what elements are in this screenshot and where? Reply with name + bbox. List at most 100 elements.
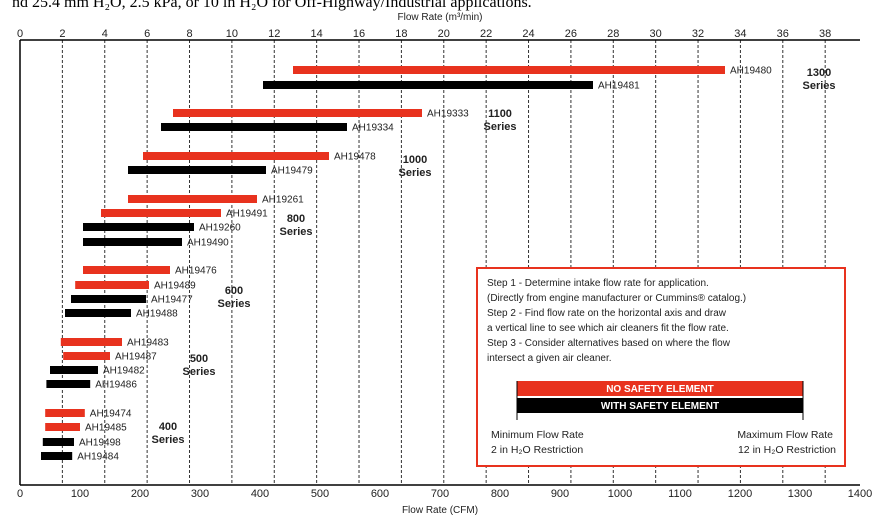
top-axis-title: Flow Rate (m³/min) bbox=[397, 12, 482, 23]
bar-AH19484 bbox=[41, 452, 73, 460]
bottom-tick-label: 600 bbox=[371, 488, 389, 500]
header-note: nd 25.4 mm H₂O, 2.5 kPa, or 10 in H₂O fo… bbox=[12, 0, 532, 11]
bar-AH19482 bbox=[50, 366, 98, 374]
top-tick-label: 10 bbox=[226, 28, 238, 40]
bar-AH19487 bbox=[63, 352, 110, 360]
bottom-tick-label: 900 bbox=[551, 488, 569, 500]
bottom-tick-label: 1100 bbox=[668, 488, 692, 500]
top-tick-label: 4 bbox=[102, 28, 108, 40]
bar-AH19480 bbox=[293, 66, 725, 74]
bar-label-AH19481: AH19481 bbox=[598, 81, 640, 92]
series-label-number: 1300 bbox=[807, 67, 831, 79]
bar-AH19489 bbox=[75, 281, 149, 289]
series-label-word: Series bbox=[217, 298, 250, 310]
bar-AH19481 bbox=[263, 81, 593, 89]
bar-label-AH19486: AH19486 bbox=[95, 380, 137, 391]
series-label-number: 400 bbox=[159, 421, 177, 433]
series-label-word: Series bbox=[802, 80, 835, 92]
series-label-number: 600 bbox=[225, 285, 243, 297]
bar-label-AH19480: AH19480 bbox=[730, 66, 772, 77]
bar-label-AH19261: AH19261 bbox=[262, 195, 304, 206]
series-label-word: Series bbox=[279, 226, 312, 238]
bar-AH19479 bbox=[128, 166, 266, 174]
top-tick-label: 22 bbox=[480, 28, 492, 40]
bar-label-AH19477: AH19477 bbox=[151, 295, 193, 306]
top-tick-label: 30 bbox=[650, 28, 662, 40]
bottom-axis-title: Flow Rate (CFM) bbox=[402, 505, 478, 516]
legend-step-line: a vertical line to see which air cleaner… bbox=[487, 323, 729, 334]
bar-AH19490 bbox=[83, 238, 182, 246]
bar-label-AH19482: AH19482 bbox=[103, 366, 145, 377]
top-tick-label: 8 bbox=[186, 28, 192, 40]
bottom-tick-label: 1300 bbox=[788, 488, 812, 500]
bar-AH19491 bbox=[101, 209, 221, 217]
bottom-tick-label: 1200 bbox=[728, 488, 752, 500]
bar-AH19477 bbox=[71, 295, 146, 303]
top-tick-label: 20 bbox=[438, 28, 450, 40]
top-tick-label: 36 bbox=[777, 28, 789, 40]
bottom-tick-label: 400 bbox=[251, 488, 269, 500]
bar-AH19261 bbox=[128, 195, 257, 203]
bar-AH19478 bbox=[143, 152, 329, 160]
legend-step-line: Step 1 - Determine intake flow rate for … bbox=[487, 278, 709, 289]
bar-AH19488 bbox=[65, 309, 131, 317]
bottom-tick-label: 300 bbox=[191, 488, 209, 500]
top-tick-label: 14 bbox=[311, 28, 323, 40]
bar-label-AH19498: AH19498 bbox=[79, 438, 121, 449]
legend-no-safety-bar bbox=[517, 381, 803, 396]
top-tick-label: 2 bbox=[59, 28, 65, 40]
legend-with-safety-bar bbox=[517, 398, 803, 413]
series-label-number: 1000 bbox=[403, 154, 427, 166]
bar-label-AH19488: AH19488 bbox=[136, 309, 178, 320]
series-label-number: 800 bbox=[287, 213, 305, 225]
bar-label-AH19487: AH19487 bbox=[115, 352, 157, 363]
legend-step-line: Step 3 - Consider alternatives based on … bbox=[487, 338, 731, 349]
legend-box bbox=[476, 267, 846, 467]
series-label-word: Series bbox=[398, 167, 431, 179]
top-tick-label: 0 bbox=[17, 28, 23, 40]
top-tick-label: 34 bbox=[734, 28, 746, 40]
legend-step-line: (Directly from engine manufacturer or Cu… bbox=[487, 293, 746, 304]
bar-AH19483 bbox=[60, 338, 122, 346]
top-tick-label: 6 bbox=[144, 28, 150, 40]
top-tick-label: 28 bbox=[607, 28, 619, 40]
top-tick-label: 18 bbox=[395, 28, 407, 40]
legend-step-line: intersect a given air cleaner. bbox=[487, 353, 612, 364]
legend-step-line: Step 2 - Find flow rate on the horizonta… bbox=[487, 308, 727, 319]
bar-label-AH19476: AH19476 bbox=[175, 266, 217, 277]
bottom-tick-label: 0 bbox=[17, 488, 23, 500]
bar-AH19260 bbox=[83, 223, 194, 231]
bar-AH19486 bbox=[46, 380, 91, 388]
series-label-number: 500 bbox=[190, 353, 208, 365]
bar-label-AH19474: AH19474 bbox=[90, 409, 132, 420]
bar-AH19474 bbox=[45, 409, 85, 417]
bottom-tick-label: 1000 bbox=[608, 488, 632, 500]
bar-label-AH19491: AH19491 bbox=[226, 209, 268, 220]
bar-label-AH19484: AH19484 bbox=[77, 452, 119, 463]
bar-label-AH19479: AH19479 bbox=[271, 166, 313, 177]
bar-AH19334 bbox=[161, 123, 347, 131]
bottom-tick-label: 200 bbox=[131, 488, 149, 500]
bottom-tick-label: 1400 bbox=[848, 488, 872, 500]
bar-AH19485 bbox=[45, 423, 80, 431]
bottom-tick-label: 100 bbox=[71, 488, 89, 500]
bar-label-AH19333: AH19333 bbox=[427, 109, 469, 120]
legend-no-safety-label: NO SAFETY ELEMENT bbox=[606, 384, 714, 395]
bar-label-AH19260: AH19260 bbox=[199, 223, 241, 234]
bar-AH19333 bbox=[173, 109, 422, 117]
bottom-tick-label: 700 bbox=[431, 488, 449, 500]
bottom-tick-label: 500 bbox=[311, 488, 329, 500]
series-label-word: Series bbox=[182, 366, 215, 378]
bar-label-AH19483: AH19483 bbox=[127, 338, 169, 349]
bar-label-AH19485: AH19485 bbox=[85, 423, 127, 434]
bar-label-AH19489: AH19489 bbox=[154, 281, 196, 292]
top-tick-label: 12 bbox=[268, 28, 280, 40]
bar-label-AH19490: AH19490 bbox=[187, 238, 229, 249]
bar-label-AH19478: AH19478 bbox=[334, 152, 376, 163]
legend-min-flow-title: Minimum Flow Rate bbox=[491, 429, 584, 441]
series-label-word: Series bbox=[483, 121, 516, 133]
legend-min-flow-sub: 2 in H₂O Restriction bbox=[491, 444, 583, 456]
bar-AH19498 bbox=[42, 438, 74, 446]
series-label-word: Series bbox=[151, 434, 184, 446]
